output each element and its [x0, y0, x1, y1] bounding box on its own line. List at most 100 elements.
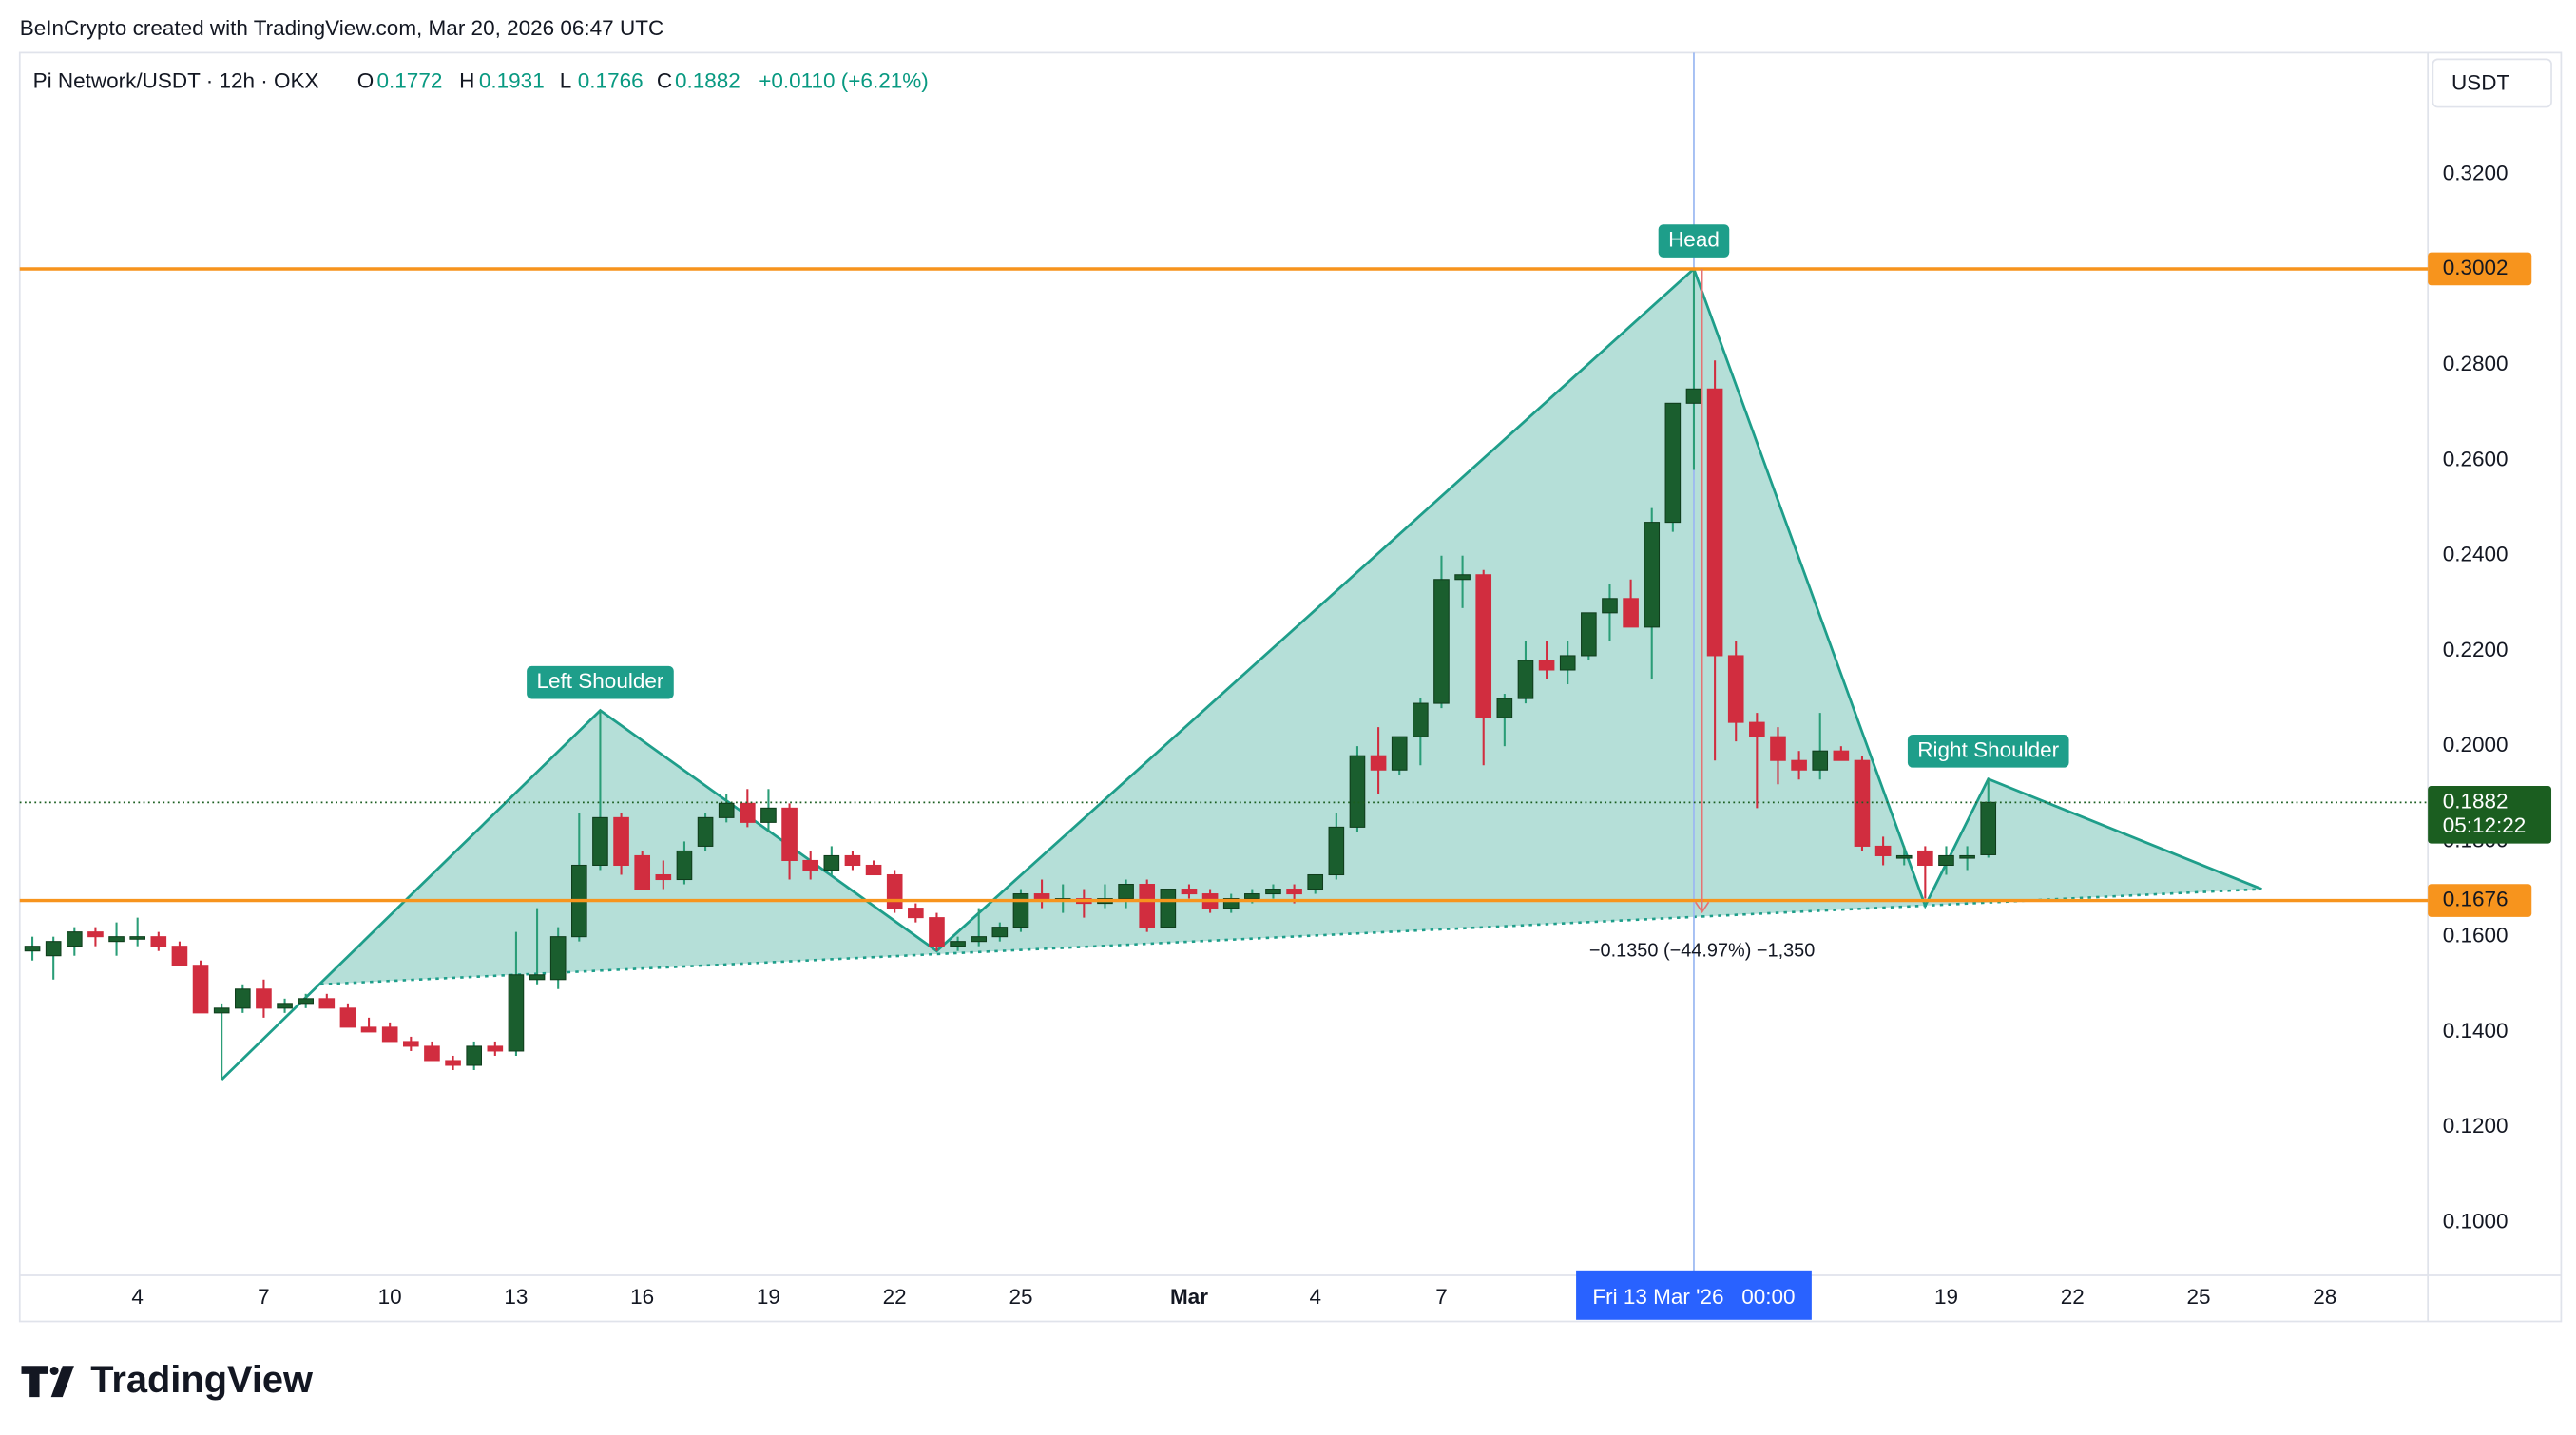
- candle-body: [1812, 750, 1829, 771]
- candle-body: [823, 854, 840, 871]
- candle-body: [1454, 574, 1471, 581]
- candle-body: [445, 1060, 461, 1066]
- candle-body: [487, 1045, 504, 1052]
- candle-body: [740, 802, 756, 823]
- candle-body: [1496, 698, 1513, 718]
- candle-body: [87, 931, 104, 938]
- candle-body: [256, 988, 272, 1009]
- candle-body: [865, 864, 882, 876]
- close-label: C: [657, 69, 672, 93]
- candle-body: [592, 816, 608, 867]
- candle-body: [1391, 736, 1408, 771]
- candle-body: [760, 807, 777, 823]
- candle-body: [950, 941, 966, 947]
- candle-body: [24, 946, 41, 952]
- candle-body: [213, 1007, 230, 1014]
- level-label: 0.1676: [2443, 888, 2509, 911]
- candle-body: [781, 807, 798, 861]
- candle-body: [529, 974, 546, 981]
- x-tick-label: 25: [2186, 1285, 2210, 1309]
- pattern-label-box: [1907, 735, 2069, 768]
- candle-body: [1874, 845, 1892, 856]
- candle-body: [192, 965, 209, 1014]
- x-tick-label: Mar: [1170, 1285, 1208, 1309]
- candle-body: [1328, 826, 1345, 876]
- pattern-label-box: [527, 665, 674, 699]
- candle-body: [1307, 873, 1324, 890]
- currency-box[interactable]: [2432, 58, 2552, 108]
- logo-icon: [21, 1366, 48, 1398]
- y-tick-label: 0.2600: [2443, 447, 2509, 470]
- candle-body: [1685, 388, 1702, 404]
- y-tick-label: 0.3200: [2443, 162, 2509, 185]
- candle-body: [991, 927, 1009, 938]
- y-tick-label: 0.1400: [2443, 1019, 2509, 1043]
- x-tick-label: 16: [630, 1285, 654, 1309]
- measure-arrow: [1694, 901, 1710, 914]
- credit: BeInCrypto created with TradingView.com,…: [20, 16, 663, 40]
- candle-body: [508, 974, 525, 1052]
- candle-body: [1727, 655, 1744, 723]
- candle-body: [1475, 574, 1492, 718]
- neckline: [320, 888, 2262, 986]
- low-label: L: [560, 69, 572, 93]
- candle-body: [1770, 736, 1786, 761]
- candle-body: [1286, 889, 1302, 895]
- candle-body: [1244, 893, 1260, 900]
- level-label-box: [2428, 252, 2532, 286]
- candle-body: [1349, 755, 1366, 828]
- candle-body: [1706, 388, 1723, 657]
- candle-body: [381, 1026, 398, 1043]
- candle-body: [1623, 598, 1639, 628]
- candle-body: [339, 1007, 356, 1028]
- candle-body: [1370, 755, 1387, 771]
- candle-body: [1602, 598, 1618, 614]
- y-tick-label: 0.1600: [2443, 924, 2509, 947]
- last-price-box: [2428, 786, 2552, 844]
- level-label: 0.3002: [2443, 256, 2509, 279]
- candle-body: [1980, 801, 1997, 855]
- candle-body: [549, 936, 567, 981]
- candle-body: [1517, 660, 1534, 699]
- candle-body: [1118, 884, 1134, 900]
- pattern-label: Left Shoulder: [537, 669, 664, 693]
- x-tick-label: 19: [757, 1285, 780, 1309]
- candle-body: [971, 936, 988, 943]
- pattern-label: Right Shoulder: [1917, 737, 2059, 761]
- candle-body: [1033, 893, 1050, 900]
- candle-body: [634, 854, 651, 890]
- open-value: 0.1772: [377, 69, 443, 93]
- x-tick-label: 13: [504, 1285, 528, 1309]
- candle-body: [1222, 898, 1240, 909]
- candle-body: [1959, 854, 1975, 859]
- candle-body: [424, 1045, 440, 1062]
- chart-frame: [18, 51, 2563, 1323]
- crosshair-label: Fri 13 Mar '26 00:00: [1592, 1285, 1795, 1309]
- candle-body: [1538, 660, 1555, 671]
- pattern-label-box: [1658, 224, 1730, 258]
- candle-body: [1833, 750, 1850, 761]
- y-tick-label: 0.1200: [2443, 1114, 2509, 1138]
- y-tick-label: 0.2400: [2443, 543, 2509, 566]
- candle-body: [360, 1026, 377, 1033]
- currency[interactable]: USDT: [2451, 70, 2510, 94]
- candle-body: [318, 998, 336, 1009]
- candle-body: [844, 854, 861, 867]
- candle-body: [697, 816, 714, 847]
- low-value: 0.1766: [578, 69, 644, 93]
- plot: 0.10000.12000.14000.16000.18000.20000.22…: [19, 52, 2552, 1320]
- candle-body: [1938, 854, 1954, 867]
- candle-body: [298, 998, 314, 1004]
- level-label-box: [2428, 884, 2532, 917]
- candle-body: [718, 802, 735, 818]
- pattern-fill: [221, 268, 2262, 1081]
- candle-body: [1160, 889, 1177, 928]
- candle-body: [1581, 612, 1597, 657]
- x-tick-label: 4: [131, 1285, 144, 1309]
- candle-body: [466, 1045, 483, 1066]
- candle-body: [802, 859, 819, 871]
- candle-body: [277, 1003, 293, 1009]
- high-label: H: [459, 69, 474, 93]
- y-tick-label: 0.2200: [2443, 638, 2509, 661]
